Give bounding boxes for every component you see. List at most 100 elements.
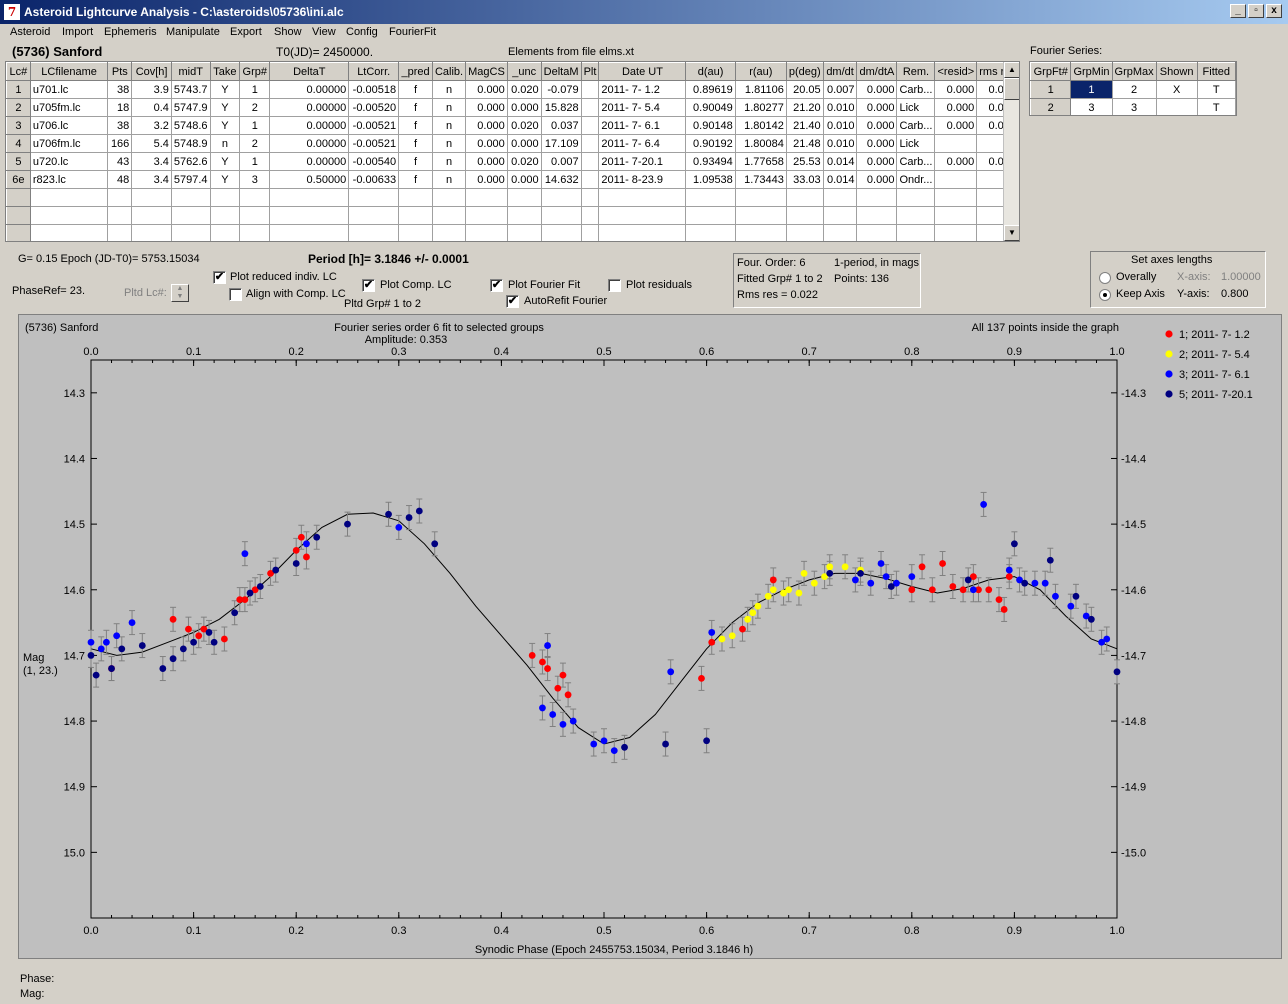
menu-config[interactable]: Config (346, 26, 378, 38)
table-cell[interactable]: 0.000 (465, 98, 508, 117)
table-cell[interactable] (934, 134, 978, 153)
table-cell[interactable] (131, 224, 172, 241)
column-header[interactable]: dm/dt (822, 62, 858, 81)
table-cell[interactable]: n (431, 116, 467, 135)
table-cell[interactable] (131, 188, 172, 207)
table-cell[interactable] (29, 206, 109, 225)
table-cell[interactable]: 0.037 (540, 116, 582, 135)
table-cell[interactable]: 0.010 (822, 134, 858, 153)
table-cell[interactable]: 0.010 (822, 116, 858, 135)
y-axis-value[interactable]: 0.800 (1221, 288, 1249, 300)
column-header[interactable]: midT (170, 62, 211, 81)
table-cell[interactable] (431, 188, 467, 207)
fourier-column-header[interactable]: GrpMin (1070, 62, 1113, 81)
table-cell[interactable]: 0.000 (506, 98, 542, 117)
table-cell[interactable]: 2011- 7- 6.1 (598, 116, 687, 135)
table-cell[interactable] (209, 224, 241, 241)
table-cell[interactable]: 2011- 7- 6.4 (598, 134, 687, 153)
pltd-lc-spinner[interactable]: ▲ ▼ (171, 284, 189, 302)
column-header[interactable]: DeltaT (269, 62, 350, 81)
scroll-up-icon[interactable]: ▲ (1004, 62, 1019, 78)
table-cell[interactable]: 0.007 (540, 152, 582, 171)
table-cell[interactable] (398, 224, 433, 241)
table-cell[interactable]: 1.80142 (734, 116, 787, 135)
table-cell[interactable]: 1.81106 (734, 80, 787, 99)
table-cell[interactable] (107, 224, 133, 241)
table-row[interactable]: 4 u706fm.lc 166 5.4 5748.9 n 2 0.00000 -0.00521 f… (6, 134, 1019, 153)
table-cell[interactable]: Lick (896, 134, 936, 153)
table-cell[interactable] (934, 170, 978, 189)
table-cell[interactable]: 1 (239, 80, 271, 99)
table-cell[interactable]: 0.000 (934, 116, 978, 135)
column-header[interactable]: Grp# (239, 62, 271, 81)
table-cell[interactable]: 5743.7 (170, 80, 211, 99)
fourier-column-header[interactable]: Shown (1155, 62, 1198, 81)
table-cell[interactable] (398, 188, 433, 207)
table-cell[interactable]: 0.00000 (269, 116, 350, 135)
table-cell[interactable]: 5748.6 (170, 116, 211, 135)
table-cell[interactable] (685, 188, 736, 207)
table-cell[interactable]: f (398, 80, 433, 99)
table-cell[interactable]: 2 (239, 98, 271, 117)
table-cell[interactable] (170, 206, 211, 225)
table-cell[interactable]: 3 (239, 170, 271, 189)
row-header[interactable] (6, 206, 31, 225)
table-cell[interactable]: 0.007 (822, 80, 858, 99)
table-cell[interactable]: 33.03 (785, 170, 824, 189)
lightcurve-plot-frame[interactable]: (5736) Sanford Fourier series order 6 fi… (18, 314, 1282, 959)
table-cell[interactable]: 43 (107, 152, 133, 171)
table-cell[interactable] (785, 224, 824, 241)
table-cell[interactable]: 0.020 (506, 80, 542, 99)
table-cell[interactable]: Y (209, 116, 241, 135)
column-header[interactable]: Pts (107, 62, 133, 81)
table-cell[interactable]: 0.90148 (685, 116, 736, 135)
fourier-cell[interactable]: X (1155, 80, 1198, 99)
align-comp-checkbox[interactable] (229, 288, 242, 301)
table-cell[interactable]: 2 (239, 134, 271, 153)
table-cell[interactable] (598, 224, 687, 241)
column-header[interactable]: dm/dtA (856, 62, 898, 81)
menu-show[interactable]: Show (274, 26, 302, 38)
fourier-cell[interactable] (1155, 98, 1198, 115)
table-cell[interactable]: -0.00518 (348, 80, 400, 99)
table-cell[interactable]: 5747.9 (170, 98, 211, 117)
table-cell[interactable]: 0.000 (856, 116, 898, 135)
table-cell[interactable] (239, 224, 271, 241)
table-cell[interactable] (856, 206, 898, 225)
table-cell[interactable] (465, 188, 508, 207)
table-cell[interactable] (598, 188, 687, 207)
table-cell[interactable]: f (398, 134, 433, 153)
table-cell[interactable]: 0.000 (465, 170, 508, 189)
table-cell[interactable]: u706.lc (29, 116, 109, 135)
table-cell[interactable] (896, 224, 936, 241)
table-cell[interactable] (269, 224, 350, 241)
table-cell[interactable] (431, 224, 467, 241)
table-cell[interactable]: 0.010 (822, 98, 858, 117)
table-cell[interactable]: -0.00633 (348, 170, 400, 189)
autorefit-checkbox[interactable]: ✔ (506, 295, 519, 308)
fourier-column-header[interactable]: Fitted (1196, 62, 1236, 81)
table-cell[interactable]: -0.00521 (348, 116, 400, 135)
fourier-cell[interactable]: T (1196, 80, 1236, 99)
table-cell[interactable]: 0.4 (131, 98, 172, 117)
table-cell[interactable]: 0.89619 (685, 80, 736, 99)
table-cell[interactable]: f (398, 98, 433, 117)
column-header[interactable]: DeltaM (540, 62, 582, 81)
column-header[interactable]: Date UT (598, 62, 687, 81)
table-cell[interactable]: 0.000 (934, 98, 978, 117)
fourier-cell[interactable]: 2 (1111, 80, 1157, 99)
table-cell[interactable]: 5797.4 (170, 170, 211, 189)
table-cell[interactable] (685, 206, 736, 225)
table-cell[interactable]: 0.50000 (269, 170, 350, 189)
keep-axis-radio[interactable] (1099, 289, 1111, 301)
table-cell[interactable]: 1.80277 (734, 98, 787, 117)
table-cell[interactable] (506, 188, 542, 207)
column-header[interactable]: Take (209, 62, 241, 81)
table-cell[interactable] (734, 206, 787, 225)
table-cell[interactable] (822, 224, 858, 241)
table-cell[interactable]: 2011- 7- 1.2 (598, 80, 687, 99)
table-cell[interactable]: 0.000 (465, 116, 508, 135)
table-cell[interactable]: 3.9 (131, 80, 172, 99)
row-header[interactable]: 3 (6, 116, 31, 135)
table-cell[interactable] (209, 206, 241, 225)
